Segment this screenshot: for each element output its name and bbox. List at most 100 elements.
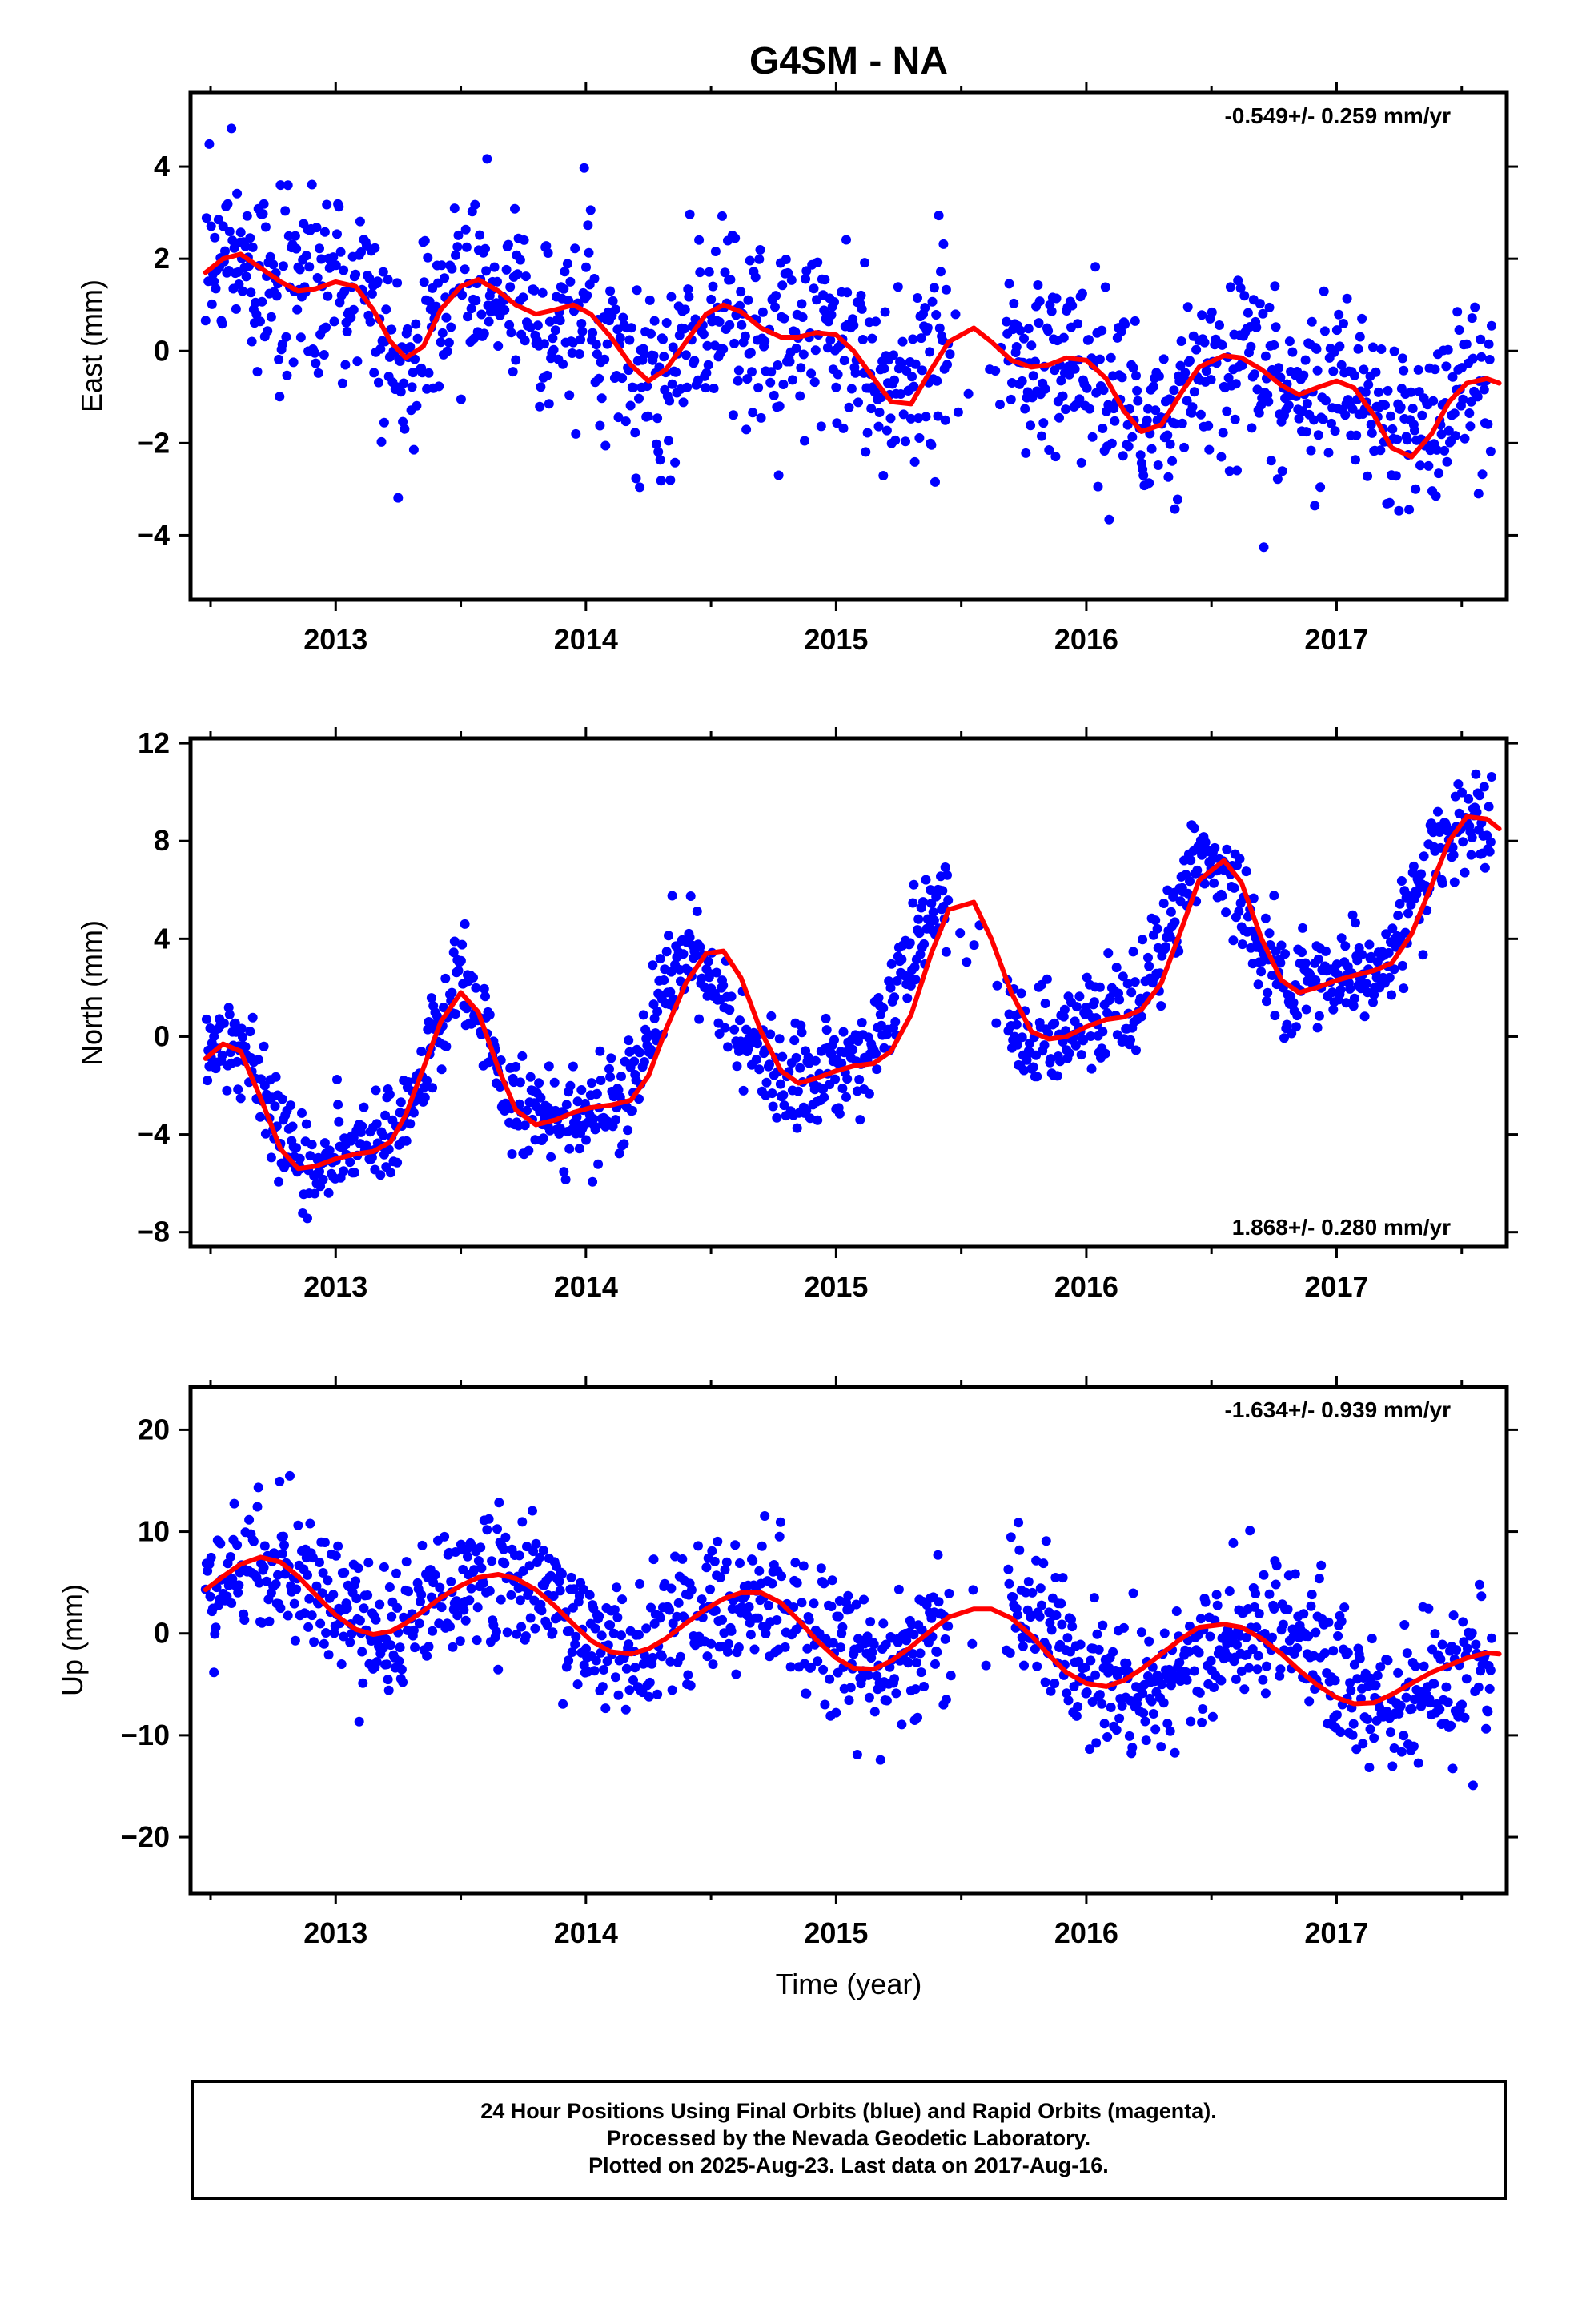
east-data-point-457 xyxy=(659,352,669,362)
up-data-point-1120 xyxy=(1393,1667,1403,1678)
up-y-tick-label: −10 xyxy=(121,1719,170,1751)
north-data-point-1013 xyxy=(1280,949,1291,959)
east-data-point-493 xyxy=(694,235,705,245)
east-data-point-724 xyxy=(926,440,937,450)
east-data-point-481 xyxy=(681,350,691,360)
up-data-point-207 xyxy=(410,1642,420,1653)
up-data-point-1023 xyxy=(1299,1609,1309,1619)
up-data-point-1173 xyxy=(1446,1720,1456,1731)
up-data-point-607 xyxy=(827,1575,837,1586)
north-data-point-614 xyxy=(826,1048,837,1059)
north-data-point-983 xyxy=(1248,893,1259,903)
north-y-tick-label: 12 xyxy=(138,726,170,759)
north-data-point-1058 xyxy=(1327,987,1338,998)
up-data-point-210 xyxy=(414,1618,424,1629)
up-data-point-155 xyxy=(359,1603,369,1614)
up-data-point-451 xyxy=(665,1656,676,1667)
east-data-point-517 xyxy=(717,211,727,221)
east-data-point-456 xyxy=(658,334,668,344)
east-data-point-1010 xyxy=(1264,302,1275,312)
north-data-point-193 xyxy=(405,1119,416,1129)
north-data-point-51 xyxy=(255,1112,265,1122)
north-data-point-894 xyxy=(1158,899,1169,908)
north-data-point-788 xyxy=(1052,1071,1062,1081)
east-data-point-698 xyxy=(901,436,910,447)
east-data-point-1144 xyxy=(1399,365,1409,376)
east-data-point-371 xyxy=(574,349,584,359)
east-data-point-415 xyxy=(618,312,628,323)
east-data-point-755 xyxy=(1006,394,1016,404)
up-data-point-713 xyxy=(933,1550,943,1560)
east-data-point-718 xyxy=(921,412,931,422)
up-data-point-1176 xyxy=(1448,1610,1459,1621)
up-data-point-932 xyxy=(1206,1655,1216,1666)
north-data-point-1045 xyxy=(1313,954,1323,964)
north-data-point-1032 xyxy=(1298,923,1308,933)
east-data-point-1079 xyxy=(1335,341,1345,352)
east-data-point-92 xyxy=(291,243,302,254)
up-data-point-272 xyxy=(478,1578,488,1588)
east-data-point-761 xyxy=(1011,342,1022,352)
east-data-point-708 xyxy=(910,359,921,369)
up-data-point-1203 xyxy=(1476,1591,1487,1602)
up-data-point-291 xyxy=(499,1544,509,1554)
east-data-point-534 xyxy=(733,365,744,376)
east-data-point-668 xyxy=(871,316,881,327)
east-data-point-1040 xyxy=(1294,413,1304,424)
east-data-point-629 xyxy=(832,418,842,428)
east-data-point-1074 xyxy=(1329,347,1339,357)
north-data-point-248 xyxy=(460,919,470,929)
north-data-point-544 xyxy=(754,1064,765,1075)
north-data-point-215 xyxy=(426,993,436,1003)
east-data-point-346 xyxy=(550,325,560,336)
east-data-point-908 xyxy=(1162,430,1173,440)
up-data-point-269 xyxy=(476,1542,486,1553)
east-data-point-776 xyxy=(1026,420,1036,431)
up-data-point-698 xyxy=(917,1625,927,1635)
up-data-point-432 xyxy=(644,1691,654,1702)
east-data-point-125 xyxy=(323,291,333,301)
east-data-point-1095 xyxy=(1351,430,1362,440)
up-data-point-110 xyxy=(315,1618,326,1629)
up-data-point-757 xyxy=(1031,1555,1042,1566)
north-data-point-1012 xyxy=(1279,1033,1289,1043)
east-data-point-977 xyxy=(1233,275,1243,286)
up-data-point-491 xyxy=(707,1546,717,1556)
up-data-point-1004 xyxy=(1278,1619,1288,1630)
up-data-point-1092 xyxy=(1365,1724,1375,1735)
north-data-point-511 xyxy=(718,980,729,991)
up-data-point-297 xyxy=(506,1590,516,1600)
north-data-point-737 xyxy=(969,940,979,951)
east-data-point-91 xyxy=(290,231,300,241)
north-y-axis-label: North (mm) xyxy=(75,920,108,1066)
up-data-point-996 xyxy=(1269,1604,1279,1614)
east-data-point-916 xyxy=(1170,504,1180,514)
up-data-point-712 xyxy=(932,1647,942,1657)
east-data-point-596 xyxy=(797,299,807,309)
north-data-point-130 xyxy=(334,1116,344,1127)
north-data-point-36 xyxy=(238,1032,247,1043)
east-data-point-1209 xyxy=(1465,421,1476,432)
caption-line-2: Processed by the Nevada Geodetic Laborat… xyxy=(606,2126,1091,2150)
east-data-point-541 xyxy=(741,424,752,435)
north-data-point-504 xyxy=(712,967,722,978)
up-data-point-1146 xyxy=(1419,1661,1429,1671)
north-data-point-1174 xyxy=(1447,842,1458,853)
north-data-point-826 xyxy=(1089,997,1099,1007)
east-data-point-728 xyxy=(930,476,940,487)
up-data-point-643 xyxy=(863,1670,873,1680)
east-data-point-333 xyxy=(537,287,548,298)
up-data-point-959 xyxy=(1232,1639,1242,1650)
up-data-point-423 xyxy=(634,1630,644,1640)
east-data-point-886 xyxy=(1138,470,1149,480)
east-data-point-639 xyxy=(842,287,853,298)
north-data-point-541 xyxy=(751,1055,761,1065)
up-data-point-825 xyxy=(1099,1719,1110,1729)
north-data-point-660 xyxy=(872,1064,882,1075)
up-data-point-1190 xyxy=(1461,1674,1472,1684)
north-data-point-618 xyxy=(830,1074,841,1084)
chart-title: G4SM - NA xyxy=(749,40,948,82)
up-data-point-771 xyxy=(1046,1686,1056,1696)
north-data-point-642 xyxy=(854,1075,865,1084)
north-data-point-57 xyxy=(260,1128,271,1139)
